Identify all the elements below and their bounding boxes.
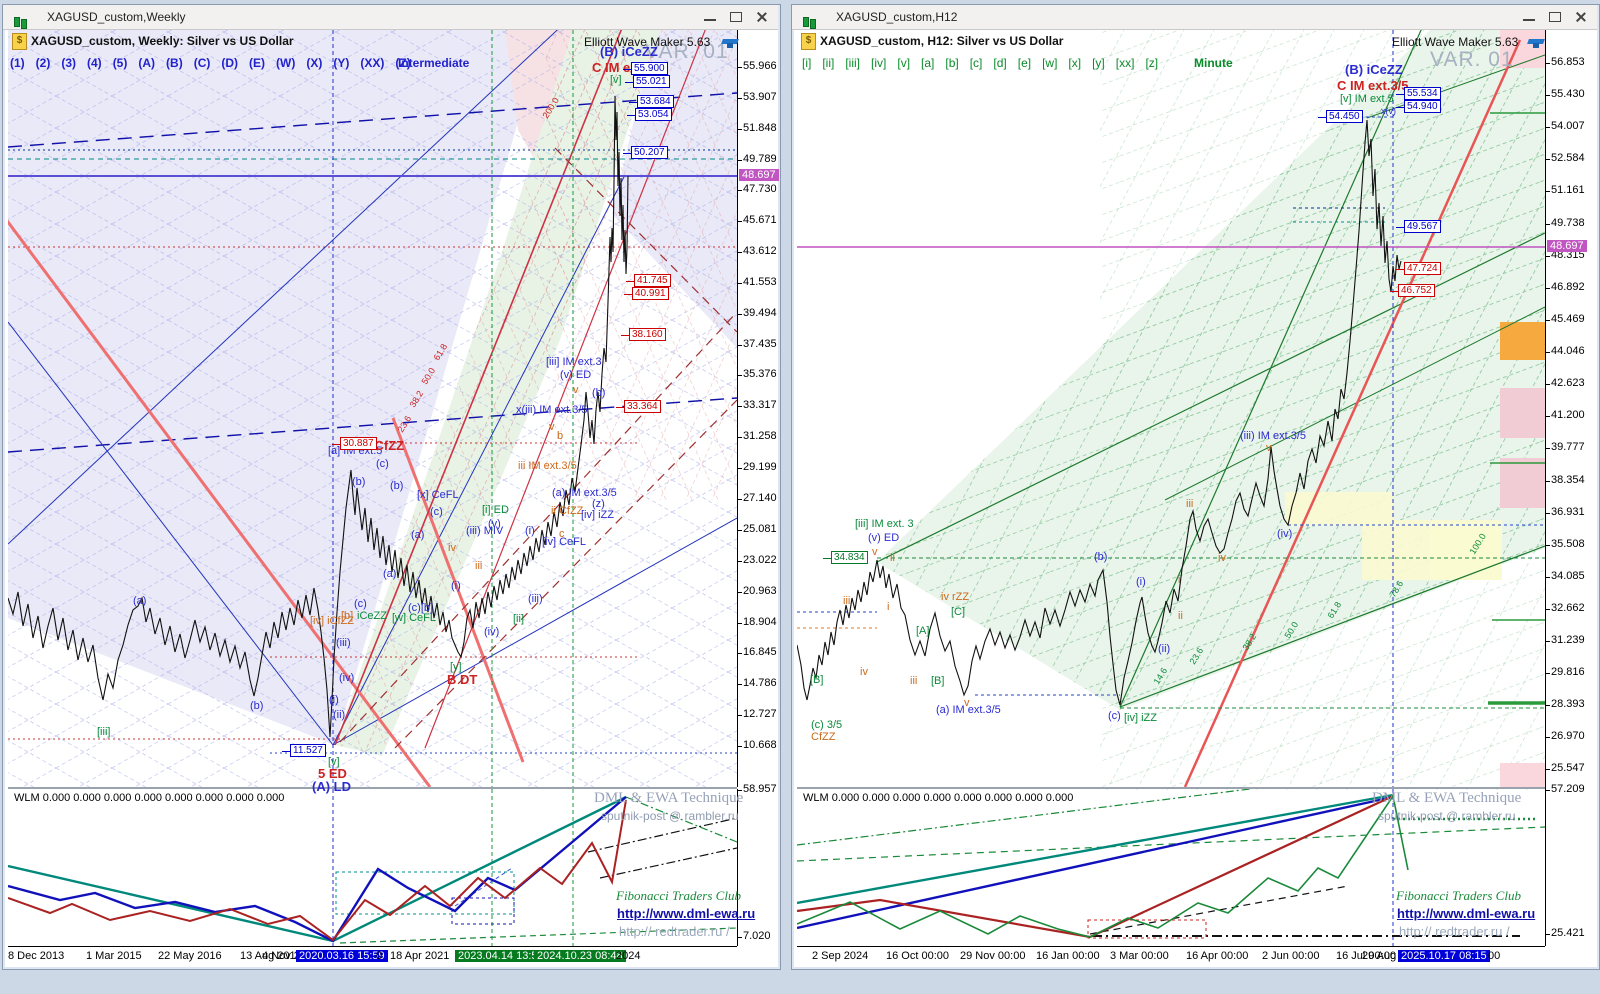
right-ewm-label: Elliott Wave Maker 5.63 bbox=[1392, 35, 1519, 49]
maximize-button[interactable] bbox=[1545, 9, 1565, 25]
minimize-button[interactable] bbox=[1519, 9, 1539, 25]
maximize-button[interactable] bbox=[726, 9, 746, 25]
left-wlm-values: WLM 0.000 0.000 0.000 0.000 0.000 0.000 … bbox=[14, 792, 285, 804]
dml-ewa-technique-label: DML & EWA Technique bbox=[1372, 790, 1522, 806]
left-window-title: XAGUSD_custom,Weekly bbox=[47, 10, 186, 24]
dml-ewa-url[interactable]: http://www.dml-ewa.ru bbox=[1397, 906, 1536, 921]
left-panel-max: 58.957 bbox=[737, 783, 777, 795]
degree-button[interactable]: [a] bbox=[921, 56, 935, 70]
left-panel-separator[interactable] bbox=[8, 787, 737, 789]
graduation-cap-icon[interactable] bbox=[722, 36, 738, 48]
left-variant-watermark: VAR. 01 bbox=[645, 40, 729, 63]
right-panel-max: 57.209 bbox=[1545, 783, 1585, 795]
degree-button[interactable]: [v] bbox=[897, 56, 911, 70]
degree-button[interactable]: (Y) bbox=[333, 56, 350, 70]
degree-button[interactable]: (5) bbox=[112, 56, 128, 70]
left-window-titlebar[interactable]: XAGUSD_custom,Weekly bbox=[3, 5, 778, 30]
redtrader-url[interactable]: http:// redtrader.ru / bbox=[1399, 924, 1510, 939]
left-current-price-badge: 48.697 bbox=[739, 169, 779, 181]
degree-button[interactable]: (W) bbox=[276, 56, 296, 70]
right-window-title: XAGUSD_custom,H12 bbox=[836, 10, 958, 24]
left-panel-axis-line bbox=[737, 789, 738, 946]
right-price-axis-line bbox=[1545, 30, 1546, 790]
left-date-axis-line bbox=[8, 946, 737, 947]
right-variant-watermark: VAR. 01 bbox=[1430, 48, 1514, 71]
degree-button[interactable]: [i] bbox=[802, 56, 812, 70]
degree-button[interactable]: (4) bbox=[87, 56, 102, 70]
degree-button[interactable]: [b] bbox=[945, 56, 959, 70]
dml-ewa-url[interactable]: http://www.dml-ewa.ru bbox=[617, 906, 756, 921]
degree-button[interactable]: [w] bbox=[1042, 56, 1058, 70]
degree-button[interactable]: [d] bbox=[993, 56, 1007, 70]
degree-button[interactable]: [iv] bbox=[871, 56, 887, 70]
degree-button[interactable]: (B) bbox=[166, 56, 183, 70]
degree-button[interactable]: [z] bbox=[1145, 56, 1159, 70]
degree-button[interactable]: (C) bbox=[193, 56, 211, 70]
right-current-price-badge: 48.697 bbox=[1547, 240, 1587, 252]
symbol-doc-icon: $ bbox=[801, 33, 816, 50]
sputnik-post-label: sputnik-post @ rambler.ru bbox=[601, 809, 739, 823]
degree-button[interactable]: (2) bbox=[35, 56, 51, 70]
degree-button[interactable]: (3) bbox=[61, 56, 77, 70]
degree-button[interactable]: [xx] bbox=[1115, 56, 1135, 70]
right-window-titlebar[interactable]: XAGUSD_custom,H12 bbox=[792, 5, 1597, 30]
degree-button[interactable]: [ii] bbox=[822, 56, 835, 70]
degree-button[interactable]: (XX) bbox=[360, 56, 385, 70]
degree-button[interactable]: [c] bbox=[969, 56, 983, 70]
redtrader-url[interactable]: http:// redtrader.ru / bbox=[619, 924, 730, 939]
degree-button[interactable]: (Z) bbox=[395, 56, 411, 70]
left-degree-toolbar: (1) (2) (3) (4) (5) (A) (B) (C) (D) (E) (W) (X) (Y) (… bbox=[10, 56, 422, 70]
right-symbol-label: XAGUSD_custom, H12: Silver vs US Dollar bbox=[820, 34, 1064, 48]
degree-button[interactable]: (1) bbox=[10, 56, 25, 70]
sputnik-post-label: sputnik-post @ rambler.ru bbox=[1378, 809, 1516, 823]
right-degree-name: Minute bbox=[1194, 56, 1233, 70]
graduation-cap-icon[interactable] bbox=[1528, 36, 1544, 48]
left-symbol-label: XAGUSD_custom, Weekly: Silver vs US Doll… bbox=[31, 34, 294, 48]
left-panel-min: 7.020 bbox=[737, 930, 771, 942]
symbol-doc-icon: $ bbox=[12, 33, 27, 50]
right-degree-toolbar: [i] [ii] [iii] [iv] [v] [a] [b] [c] [d] [e] [w] [x]… bbox=[802, 56, 1169, 70]
degree-button[interactable]: (A) bbox=[138, 56, 156, 70]
candlestick-icon bbox=[12, 15, 28, 29]
degree-button[interactable]: (D) bbox=[221, 56, 239, 70]
minimize-button[interactable] bbox=[700, 9, 720, 25]
candlestick-icon bbox=[801, 15, 817, 29]
right-panel-separator[interactable] bbox=[797, 787, 1545, 789]
degree-button[interactable]: (X) bbox=[306, 56, 323, 70]
degree-button[interactable]: [x] bbox=[1068, 56, 1082, 70]
left-price-axis-line bbox=[737, 30, 738, 787]
right-wlm-values: WLM 0.000 0.000 0.000 0.000 0.000 0.000 … bbox=[803, 792, 1074, 804]
right-panel-min: 25.421 bbox=[1545, 927, 1585, 939]
degree-button[interactable]: [e] bbox=[1017, 56, 1032, 70]
right-panel-axis-line bbox=[1545, 789, 1546, 946]
degree-button[interactable]: (E) bbox=[249, 56, 266, 70]
fibonacci-traders-club-label: Fibonacci Traders Club bbox=[1396, 888, 1521, 903]
left-degree-name: Intermediate bbox=[398, 56, 470, 70]
right-date-axis-line bbox=[797, 946, 1545, 947]
left-ewm-label: Elliott Wave Maker 5.63 bbox=[584, 35, 711, 49]
degree-button[interactable]: [iii] bbox=[845, 56, 861, 70]
dml-ewa-technique-label: DML & EWA Technique bbox=[594, 790, 744, 806]
degree-button[interactable]: [y] bbox=[1092, 56, 1105, 70]
fibonacci-traders-club-label: Fibonacci Traders Club bbox=[616, 888, 741, 903]
